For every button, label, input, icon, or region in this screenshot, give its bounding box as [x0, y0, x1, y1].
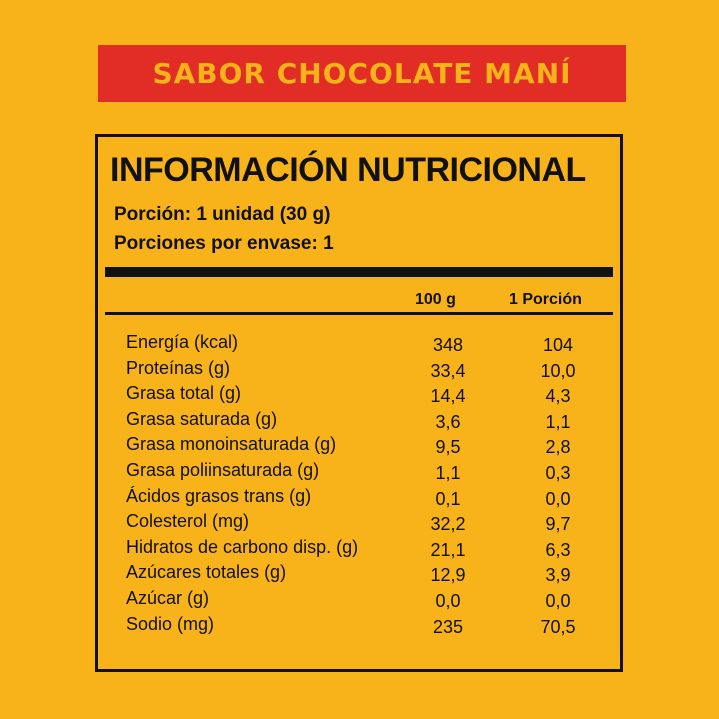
column-header-portion: 1 Porción: [509, 291, 582, 308]
nutrient-row: Azúcares totales (g) 12,9 3,9: [98, 562, 620, 588]
panel-title: INFORMACIÓN NUTRICIONAL: [110, 151, 586, 189]
serving-size: Porción: 1 unidad (30 g): [114, 204, 331, 225]
nutrient-label: Grasa monoinsaturada (g): [126, 434, 337, 455]
value-100g: 33,4: [430, 360, 466, 381]
value-100g: 0,0: [435, 590, 461, 611]
nutrient-row: Energía (kcal) 348 104: [98, 332, 620, 358]
value-portion: 1,1: [545, 411, 571, 432]
value-portion: 4,3: [545, 386, 571, 407]
nutrient-label: Azúcares totales (g): [126, 562, 287, 583]
value-portion: 70,5: [540, 616, 576, 637]
value-portion: 0,3: [545, 462, 571, 483]
nutrient-rows: Energía (kcal) 348 104 Proteínas (g) 33,…: [98, 332, 620, 639]
nutrient-row: Grasa saturada (g) 3,6 1,1: [98, 409, 620, 435]
value-100g: 21,1: [430, 539, 466, 560]
value-portion: 0,0: [545, 488, 571, 509]
value-100g: 9,5: [435, 437, 461, 458]
value-portion: 104: [542, 335, 574, 355]
value-portion: 3,9: [545, 565, 571, 586]
value-100g: 1,1: [435, 462, 461, 483]
nutrient-label: Azúcar (g): [126, 587, 210, 608]
value-100g: 235: [432, 616, 464, 637]
value-100g: 3,6: [435, 411, 461, 432]
nutrient-label: Colesterol (mg): [126, 511, 250, 532]
nutrient-row: Azúcar (g) 0,0 0,0: [98, 588, 620, 614]
value-portion: 0,0: [545, 590, 571, 611]
thick-divider: [105, 267, 613, 277]
nutrient-row: Hidratos de carbono disp. (g) 21,1 6,3: [98, 537, 620, 563]
nutrient-row: Colesterol (mg) 32,2 9,7: [98, 511, 620, 537]
value-100g: 348: [432, 335, 464, 355]
nutrient-row: Grasa monoinsaturada (g) 9,5 2,8: [98, 434, 620, 460]
nutrient-label: Hidratos de carbono disp. (g): [126, 536, 359, 557]
column-header-100g: 100 g: [415, 291, 456, 308]
nutrient-row: Ácidos grasos trans (g) 0,1 0,0: [98, 486, 620, 512]
value-portion: 2,8: [545, 437, 571, 458]
servings-per-pack: Porciones por envase: 1: [114, 233, 334, 254]
value-100g: 14,4: [430, 386, 466, 407]
nutrient-label: Proteínas (g): [126, 357, 231, 378]
nutrient-label: Grasa poliinsaturada (g): [126, 459, 320, 480]
value-portion: 10,0: [540, 360, 576, 381]
nutrient-row: Sodio (mg) 235 70,5: [98, 614, 620, 640]
value-portion: 6,3: [545, 539, 571, 560]
nutrient-row: Proteínas (g) 33,4 10,0: [98, 358, 620, 384]
nutrient-label: Ácidos grasos trans (g): [126, 485, 312, 506]
nutrient-label: Energía (kcal): [126, 332, 239, 352]
flavor-text: SABOR CHOCOLATE MANÍ: [152, 57, 572, 90]
nutrient-label: Grasa saturada (g): [126, 408, 278, 429]
nutrient-label: Grasa total (g): [126, 383, 242, 404]
flavor-banner: SABOR CHOCOLATE MANÍ: [98, 45, 626, 102]
value-100g: 0,1: [435, 488, 461, 509]
value-100g: 32,2: [430, 514, 466, 535]
value-100g: 12,9: [430, 565, 466, 586]
nutrition-facts-panel: INFORMACIÓN NUTRICIONAL Porción: 1 unida…: [95, 134, 623, 672]
nutrient-row: Grasa total (g) 14,4 4,3: [98, 383, 620, 409]
value-portion: 9,7: [545, 514, 571, 535]
nutrient-row: Grasa poliinsaturada (g) 1,1 0,3: [98, 460, 620, 486]
thin-divider: [105, 312, 613, 315]
nutrient-label: Sodio (mg): [126, 613, 215, 634]
